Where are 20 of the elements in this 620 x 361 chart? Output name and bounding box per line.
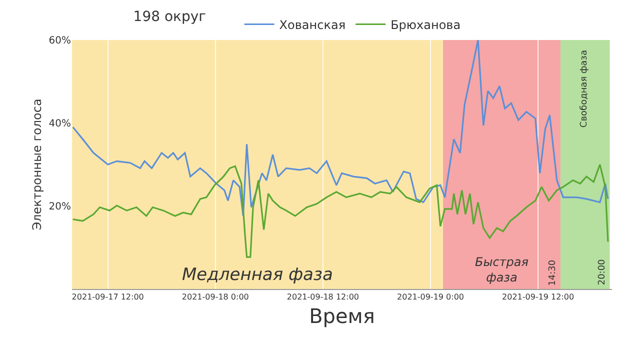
band-label: Медленная фаза <box>182 265 333 285</box>
y-axis-title: Электронные голоса <box>30 98 44 230</box>
x-tick-label: 2021-09-18 12:00 <box>286 292 359 302</box>
y-tick-label: 40% <box>48 118 71 130</box>
x-tick-label: 2021-09-17 12:00 <box>72 292 144 302</box>
annotation: 20:00 <box>597 258 608 286</box>
band-label: Быстрая фаза <box>475 255 528 285</box>
legend-label: Хованская <box>279 18 346 32</box>
y-tick-label: 60% <box>48 36 71 46</box>
x-tick-label: 2021-09-19 0:00 <box>397 292 464 302</box>
legend-label: Брюханова <box>390 18 461 32</box>
x-tick-label: 2021-09-19 12:00 <box>502 292 574 302</box>
y-tick-label: 20% <box>48 202 71 212</box>
annotation: 14:30 <box>548 260 558 286</box>
line-series <box>72 40 609 217</box>
x-tick-label: 2021-09-18 0:00 <box>182 292 249 302</box>
x-axis-title: Время <box>309 304 375 328</box>
band-label: Свободная фаза <box>580 50 590 128</box>
line-series <box>72 164 609 258</box>
chart-title: 198 округ <box>133 9 206 26</box>
